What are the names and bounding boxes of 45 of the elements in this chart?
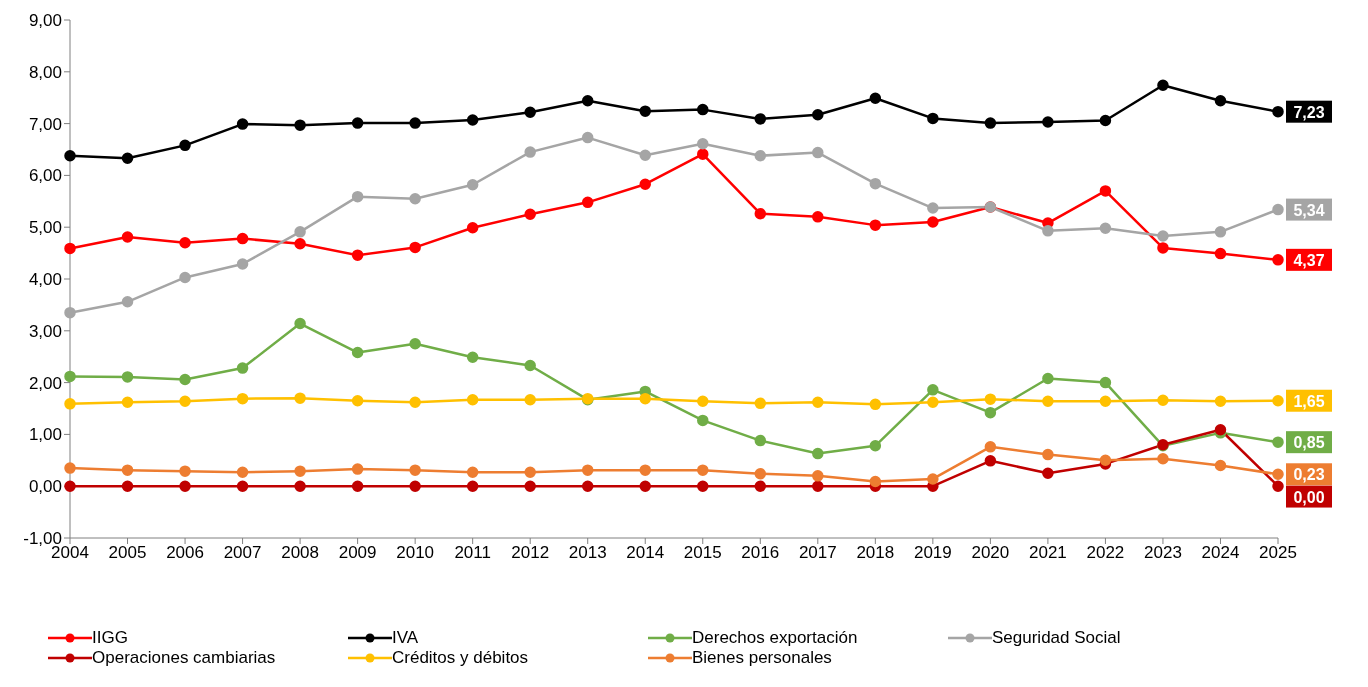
data-label: 7,23 — [1293, 103, 1325, 121]
legend-label: Créditos y débitos — [392, 648, 529, 668]
x-tick-label: 2010 — [396, 543, 435, 563]
x-tick-label: 2011 — [454, 543, 491, 563]
x-tick-label: 2025 — [1259, 543, 1297, 563]
x-tick-label: 2008 — [281, 543, 320, 563]
y-tick-label: 0,00 — [28, 477, 62, 497]
x-tick-label: 2015 — [683, 543, 722, 563]
x-tick-label: 2016 — [741, 543, 780, 563]
x-tick-label: 2021 — [1028, 543, 1067, 563]
x-tick-label: 2014 — [626, 543, 665, 563]
x-tick-label: 2019 — [913, 543, 952, 563]
data-label: 1,65 — [1293, 392, 1325, 410]
legend-label: Seguridad Social — [992, 628, 1121, 648]
x-tick-label: 2006 — [166, 543, 204, 563]
data-label: 4,37 — [1293, 251, 1325, 269]
legend-label: IVA — [392, 628, 419, 648]
legend-label: Bienes personales — [692, 648, 832, 668]
data-label: 0,23 — [1293, 466, 1325, 484]
y-tick-label: 5,00 — [28, 218, 62, 238]
x-tick-label: 2009 — [338, 543, 377, 563]
y-tick-label: 7,00 — [28, 114, 62, 134]
x-tick-label: 2020 — [971, 543, 1010, 563]
legend-label: Operaciones cambiarias — [92, 648, 276, 668]
data-label: 0,85 — [1293, 434, 1325, 452]
legend-label: IIGG — [92, 628, 128, 648]
x-tick-label: 2023 — [1144, 543, 1182, 563]
y-tick-label: 2,00 — [28, 373, 62, 393]
y-tick-label: 4,00 — [28, 270, 62, 290]
data-label: 0,00 — [1293, 488, 1325, 506]
legend-label: Derechos exportación — [692, 628, 858, 648]
x-tick-label: 2012 — [511, 543, 550, 563]
x-tick-label: 2018 — [856, 543, 895, 563]
data-label: 5,34 — [1293, 201, 1325, 219]
x-tick-label: 2022 — [1086, 543, 1125, 563]
x-tick-label: 2024 — [1201, 543, 1240, 563]
x-tick-label: 2017 — [798, 543, 837, 563]
y-tick-label: 3,00 — [28, 321, 62, 341]
x-tick-label: 2007 — [223, 543, 262, 563]
y-tick-label: 9,00 — [28, 11, 62, 31]
y-tick-label: 6,00 — [28, 166, 62, 186]
y-tick-label: 1,00 — [28, 425, 62, 445]
y-tick-label: 8,00 — [28, 62, 62, 82]
x-tick-label: 2013 — [568, 543, 607, 563]
x-tick-label: 2005 — [108, 543, 147, 563]
